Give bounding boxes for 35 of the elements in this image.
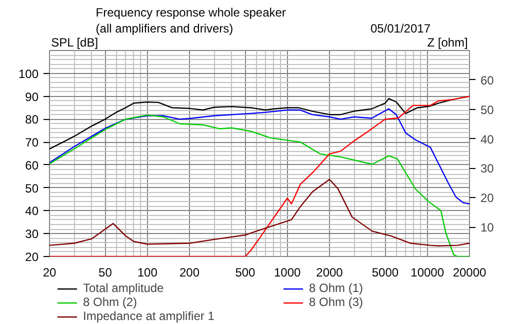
x-tick-label: 5000	[372, 266, 399, 280]
y2-tick-label: 40	[480, 132, 494, 146]
legend-label: Total amplitude	[83, 281, 165, 295]
y2-tick-label: 30	[480, 162, 494, 176]
x-tick-label: 10000	[410, 266, 444, 280]
chart-title: Frequency response whole speaker	[96, 6, 286, 20]
y-tick-label: 90	[25, 90, 39, 104]
y2-tick-label: 50	[480, 102, 494, 117]
y2-tick-label: 10	[480, 220, 494, 235]
y-tick-label: 70	[25, 136, 39, 150]
text: 05/01/2017	[370, 22, 431, 36]
y-tick-label: 80	[25, 112, 39, 127]
legend-label: 8 Ohm (3)	[309, 295, 364, 309]
y2-tick-label: 60	[480, 73, 494, 88]
y-tick-label: 60	[25, 158, 39, 172]
x-tick-label: 50	[98, 266, 112, 280]
x-tick-label: 500	[235, 266, 256, 280]
y2-axis-title: Z [ohm]	[427, 36, 468, 50]
chart-subtitle: (all amplifiers and drivers)	[96, 22, 234, 36]
x-tick-label: 20000	[452, 266, 487, 280]
y2-tick-label: 20	[480, 191, 494, 206]
y-axis-title: SPL [dB]	[51, 36, 98, 50]
x-tick-label: 100	[137, 266, 158, 280]
y-tick-label: 20	[25, 250, 39, 264]
y-tick-label: 50	[25, 181, 39, 196]
x-tick-label: 2000	[316, 266, 344, 280]
y-tick-label: 40	[25, 204, 39, 218]
y-tick-label: 30	[25, 227, 39, 242]
legend-label: Impedance at amplifier 1	[83, 309, 216, 323]
x-tick-label: 200	[179, 266, 200, 280]
legend-label: 8 Ohm (2)	[83, 295, 138, 309]
x-tick-label: 1000	[274, 266, 302, 280]
x-tick-label: 20	[42, 266, 56, 280]
y-tick-label: 100	[18, 66, 39, 81]
legend-label: 8 Ohm (1)	[309, 281, 364, 295]
